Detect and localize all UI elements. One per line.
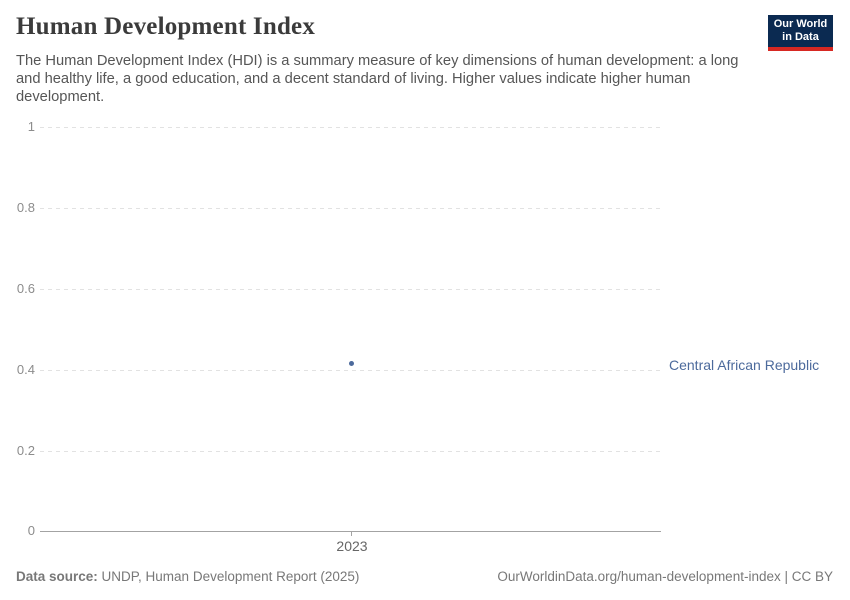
y-axis-label: 1 — [27, 119, 35, 134]
gridline — [40, 451, 661, 452]
entity-label[interactable]: Central African Republic — [669, 357, 820, 373]
gridline — [40, 370, 661, 371]
x-axis-tick — [351, 532, 352, 536]
owid-logo-line1: Our World — [773, 18, 828, 30]
data-source-label: Data source: — [16, 569, 98, 584]
gridline — [40, 127, 661, 128]
y-axis-label: 0.2 — [16, 443, 35, 458]
y-axis-label: 0.4 — [16, 362, 35, 377]
gridline — [40, 289, 661, 290]
page-title: Human Development Index — [16, 13, 316, 40]
y-axis-label: 0.8 — [16, 200, 35, 215]
data-source-text: UNDP, Human Development Report (2025) — [97, 569, 360, 584]
owid-url-license[interactable]: OurWorldinData.org/human-development-ind… — [497, 569, 833, 584]
chart-subtitle: The Human Development Index (HDI) is a s… — [16, 53, 739, 106]
data-point-central-african-republic[interactable] — [349, 361, 354, 366]
y-axis-label: 0.6 — [16, 281, 35, 296]
data-source-note: Data source: UNDP, Human Development Rep… — [16, 569, 359, 584]
x-axis-label: 2023 — [336, 538, 368, 554]
owid-logo-line2: in Data — [782, 31, 819, 43]
x-axis-line — [40, 531, 661, 532]
owid-logo: Our World in Data — [768, 15, 833, 51]
gridline — [40, 208, 661, 209]
y-axis-label: 0 — [27, 523, 35, 538]
